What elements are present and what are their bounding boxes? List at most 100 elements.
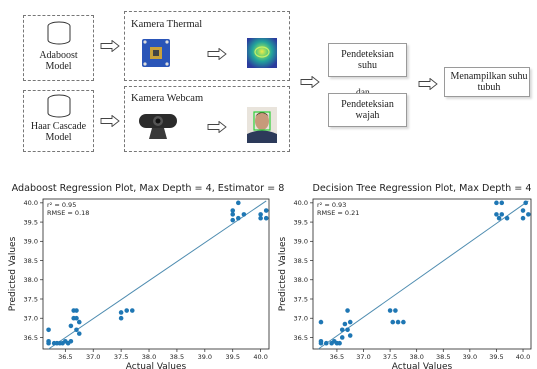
data-point xyxy=(230,217,236,223)
x-tick-label: 39.0 xyxy=(463,353,477,361)
x-tick-label: 39.0 xyxy=(198,353,212,361)
data-point xyxy=(258,212,263,217)
rmse-annotation: RMSE = 0.18 xyxy=(47,209,89,217)
data-point xyxy=(318,340,324,346)
arrow-right-icon xyxy=(418,78,438,90)
data-point xyxy=(68,323,74,329)
face-detection-image-icon xyxy=(247,107,277,143)
adaboost-regression-chart: Adaboost Regression Plot, Max Depth = 4,… xyxy=(8,183,284,369)
x-tick-label: 38.5 xyxy=(170,353,184,361)
y-tick-label: 38.0 xyxy=(294,276,308,284)
data-point xyxy=(520,215,526,221)
haar-cascade-model-label: Haar Cascade Model xyxy=(30,121,87,143)
y-tick-label: 40.0 xyxy=(294,199,308,207)
data-point xyxy=(74,315,79,321)
x-tick-label: 38.0 xyxy=(142,353,156,361)
data-point xyxy=(236,200,241,206)
kamera-thermal-box: Kamera Thermal xyxy=(124,11,290,81)
y-tick-label: 40.0 xyxy=(24,199,38,207)
data-point xyxy=(339,335,345,340)
haar-cascade-model-box: Haar Cascade Model xyxy=(23,90,94,152)
data-point xyxy=(74,327,79,333)
arrow-right-icon xyxy=(207,48,227,60)
pendeteksian-wajah-box: Pendeteksian wajah xyxy=(328,93,407,127)
data-point xyxy=(496,215,502,221)
y-tick-label: 39.0 xyxy=(24,238,38,246)
x-tick-label: 38.0 xyxy=(409,353,423,361)
data-point xyxy=(390,319,396,325)
data-point xyxy=(347,319,353,325)
thermal-image-icon xyxy=(247,38,277,68)
kamera-webcam-label: Kamera Webcam xyxy=(131,93,204,104)
data-point xyxy=(395,319,401,325)
data-point xyxy=(499,212,505,217)
data-point xyxy=(129,308,135,313)
data-point xyxy=(263,215,269,221)
data-point xyxy=(76,331,82,336)
thermal-camera-module-icon xyxy=(142,39,170,67)
pendeteksian-suhu-box: Pendeteksian suhu xyxy=(328,43,407,77)
data-point xyxy=(393,308,398,313)
data-point xyxy=(494,212,499,217)
data-point xyxy=(323,340,329,346)
r2-annotation: r² = 0.93 xyxy=(317,201,346,209)
data-point xyxy=(68,339,74,344)
data-point xyxy=(46,340,51,346)
regression-charts: Adaboost Regression Plot, Max Depth = 4,… xyxy=(8,183,531,369)
webcam-icon xyxy=(139,114,177,139)
menampilkan-suhu-tubuh-box: Menampilkan suhu tubuh xyxy=(444,67,530,97)
plot-area xyxy=(42,198,270,350)
decision-tree-regression-chart: Decision Tree Regression Plot, Max Depth… xyxy=(278,183,531,369)
database-icon xyxy=(47,94,71,118)
y-axis-label: Predicted Values xyxy=(278,236,288,311)
data-point xyxy=(337,340,342,346)
data-point xyxy=(230,208,236,213)
r2-annotation: r² = 0.95 xyxy=(47,201,76,209)
arrow-right-icon xyxy=(100,40,120,52)
y-tick-label: 37.0 xyxy=(24,315,38,323)
y-tick-label: 38.0 xyxy=(24,276,38,284)
y-tick-label: 39.5 xyxy=(294,218,308,226)
data-point xyxy=(318,319,324,325)
x-tick-label: 37.5 xyxy=(114,353,128,361)
menampilkan-suhu-tubuh-label: Menampilkan suhu tubuh xyxy=(450,71,528,93)
kamera-webcam-box: Kamera Webcam xyxy=(124,86,290,152)
x-tick-label: 36.5 xyxy=(58,353,72,361)
x-tick-label: 39.5 xyxy=(225,353,239,361)
y-tick-label: 37.5 xyxy=(294,295,308,303)
x-tick-label: 40.0 xyxy=(516,353,530,361)
data-point xyxy=(387,308,393,313)
data-point xyxy=(520,208,526,213)
y-tick-label: 36.5 xyxy=(24,334,38,342)
data-point xyxy=(258,215,263,221)
data-point xyxy=(263,208,269,213)
x-axis-label: Actual Values xyxy=(392,362,453,369)
y-tick-label: 36.5 xyxy=(294,334,308,342)
adaboost-model-label: Adaboost Model xyxy=(39,50,78,72)
arrow-right-icon xyxy=(300,76,320,88)
arrow-right-icon xyxy=(100,115,120,127)
data-point xyxy=(118,315,124,321)
data-point xyxy=(499,200,505,206)
x-tick-label: 36.5 xyxy=(330,353,344,361)
data-point xyxy=(76,319,82,325)
pendeteksian-wajah-label: Pendeteksian wajah xyxy=(341,99,394,121)
data-point xyxy=(339,327,345,333)
x-tick-label: 37.0 xyxy=(86,353,100,361)
adaboost-model-box: Adaboost Model xyxy=(23,15,94,81)
data-point xyxy=(345,327,350,333)
x-tick-label: 38.5 xyxy=(436,353,450,361)
data-point xyxy=(46,327,51,333)
data-point xyxy=(345,308,350,313)
chart-title: Decision Tree Regression Plot, Max Depth… xyxy=(313,183,532,194)
y-tick-label: 38.5 xyxy=(294,257,308,265)
x-tick-label: 40.0 xyxy=(253,353,267,361)
data-point xyxy=(236,215,241,221)
y-tick-label: 38.5 xyxy=(24,257,38,265)
y-axis-label: Predicted Values xyxy=(8,236,18,311)
data-point xyxy=(241,212,247,217)
chart-title: Adaboost Regression Plot, Max Depth = 4,… xyxy=(12,183,285,194)
data-point xyxy=(504,215,510,221)
data-point xyxy=(401,319,406,325)
y-tick-label: 39.5 xyxy=(24,218,38,226)
